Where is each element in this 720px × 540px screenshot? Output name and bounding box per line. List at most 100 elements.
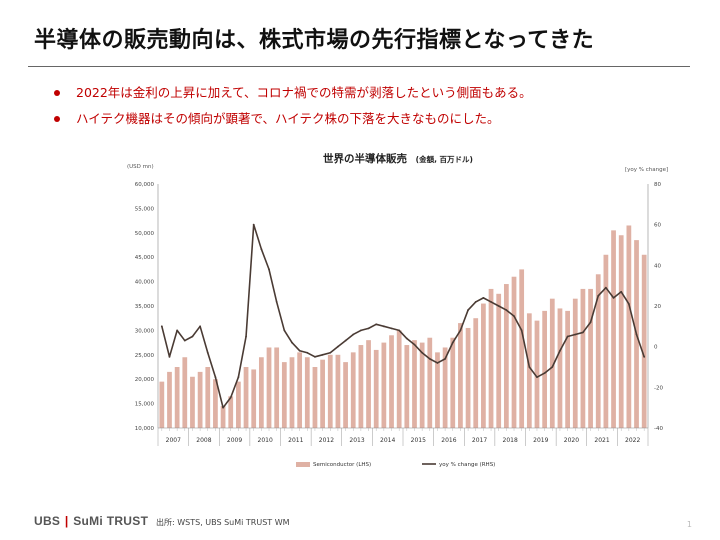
right-tick-label: 0 xyxy=(654,345,658,351)
bar xyxy=(595,274,601,428)
left-tick-label: 55,000 xyxy=(135,206,155,212)
bar xyxy=(274,347,280,428)
line-point xyxy=(367,327,370,330)
line-point xyxy=(382,325,385,328)
chart-title: 世界の半導体販売 (金額, 百万ドル) xyxy=(323,152,473,165)
left-tick-label: 30,000 xyxy=(135,328,155,334)
bar xyxy=(343,362,348,428)
year-label: 2010 xyxy=(258,437,273,444)
line-point xyxy=(536,376,538,379)
line-point xyxy=(559,349,561,352)
right-tick-label: 40 xyxy=(654,263,661,269)
bar xyxy=(312,367,318,428)
line-point xyxy=(551,366,554,368)
bar xyxy=(190,376,195,428)
bar xyxy=(611,230,616,428)
year-label: 2015 xyxy=(411,437,426,444)
bar xyxy=(549,298,555,428)
bullet-text: ハイテク機器はその傾向が顕著で、ハイテク株の下落を大きなものにした。 xyxy=(76,111,500,126)
bar xyxy=(197,371,203,428)
line-point xyxy=(451,341,454,344)
legend-bar-label: Semiconductor (LHS) xyxy=(313,462,371,468)
bar xyxy=(251,369,257,428)
bar xyxy=(381,342,387,428)
line-point xyxy=(314,355,316,358)
left-tick-label: 45,000 xyxy=(135,255,155,261)
line-point xyxy=(352,333,355,336)
year-label: 2021 xyxy=(594,437,609,444)
line-point xyxy=(589,321,592,324)
line-point xyxy=(268,268,270,271)
line-point xyxy=(329,351,332,354)
bar xyxy=(458,323,463,428)
line-point xyxy=(620,290,623,293)
bar xyxy=(473,318,479,428)
right-tick-label: -20 xyxy=(654,385,663,391)
year-label: 2019 xyxy=(533,437,548,444)
bar xyxy=(228,396,234,428)
bar xyxy=(358,345,364,428)
bar xyxy=(519,269,525,428)
logo-separator: | xyxy=(64,514,69,528)
logo-sumi-trust: SuMi TRUST xyxy=(73,514,149,528)
title-divider xyxy=(28,66,690,67)
line-point xyxy=(566,335,569,338)
bar xyxy=(220,406,226,428)
year-label: 2014 xyxy=(380,437,395,444)
bar xyxy=(350,352,356,428)
bar xyxy=(572,298,578,428)
bar xyxy=(626,225,632,428)
line-point xyxy=(390,327,393,330)
bar xyxy=(174,367,180,428)
bar xyxy=(205,367,211,428)
bar xyxy=(481,303,486,428)
line-point xyxy=(490,301,492,303)
line-point xyxy=(245,335,247,338)
line-point xyxy=(520,329,523,332)
axes: 10,000 15,000 20,000 25,000 30,000 35,000 40,0… xyxy=(135,182,663,446)
bar xyxy=(565,310,570,428)
line-point xyxy=(359,329,362,332)
line-point xyxy=(298,349,301,352)
year-label: 2013 xyxy=(349,437,364,444)
bar xyxy=(243,367,249,428)
line-point xyxy=(436,362,439,364)
line-point xyxy=(413,343,416,346)
legend-bar-swatch xyxy=(296,462,310,467)
bar xyxy=(442,347,448,428)
bar xyxy=(557,308,563,428)
left-tick-label: 20,000 xyxy=(135,377,155,383)
bullet-list: 2022年は金利の上昇に加えて、コロナ禍での特需が剥落したという側面もある。 ハ… xyxy=(54,80,532,132)
bar xyxy=(641,254,647,428)
line-point xyxy=(237,376,240,379)
bar xyxy=(327,354,333,428)
bullet-dot-icon xyxy=(54,90,60,96)
line-point xyxy=(612,296,615,299)
line-point xyxy=(199,325,202,328)
bar xyxy=(534,320,540,428)
bar xyxy=(542,310,548,428)
left-tick-label: 40,000 xyxy=(135,280,155,286)
line-point xyxy=(643,355,646,358)
logo-ubs: UBS xyxy=(34,514,61,528)
bar xyxy=(427,337,433,428)
year-label: 2009 xyxy=(227,437,242,444)
right-tick-label: -40 xyxy=(654,426,663,432)
bar xyxy=(167,371,172,428)
bullet-item: 2022年は金利の上昇に加えて、コロナ禍での特需が剥落したという側面もある。 xyxy=(54,80,532,106)
bar xyxy=(213,379,218,428)
bar xyxy=(335,354,341,428)
line-point xyxy=(160,325,163,328)
line-point xyxy=(428,357,431,360)
bar-series xyxy=(159,225,647,428)
line-point xyxy=(398,329,401,332)
line-point xyxy=(482,296,485,299)
source-note: 出所: WSTS, UBS SuMi TRUST WM xyxy=(156,518,290,527)
line-point xyxy=(513,315,515,318)
year-label: 2017 xyxy=(472,437,487,444)
bar xyxy=(450,337,456,428)
left-tick-label: 60,000 xyxy=(135,182,155,188)
bar xyxy=(366,340,371,428)
left-tick-label: 35,000 xyxy=(135,304,155,310)
bar xyxy=(396,330,402,428)
